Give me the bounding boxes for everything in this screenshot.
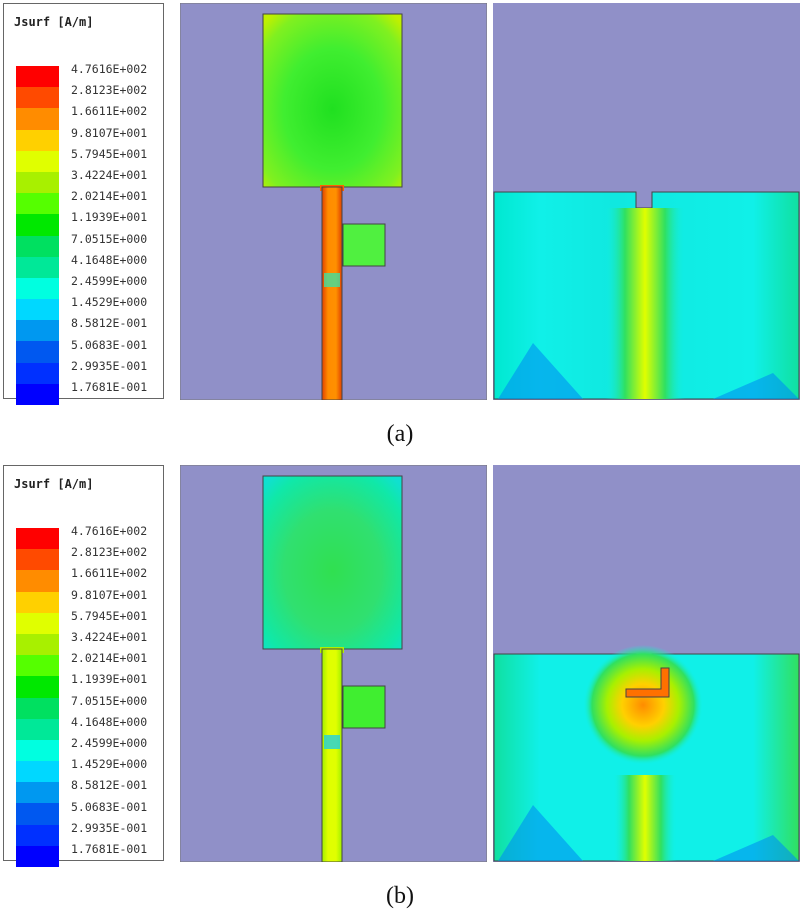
legend-swatch [16, 739, 59, 762]
legend-value: 2.4599E+000 [71, 736, 148, 751]
stub-patch [342, 685, 386, 729]
legend-value: 4.1648E+000 [71, 714, 148, 729]
legend-title: Jsurf [A/m] [14, 15, 94, 29]
legend-value: 1.7681E-001 [71, 380, 148, 395]
legend-swatch [16, 612, 59, 634]
feed-line [321, 648, 343, 862]
legend-value: 1.4529E+000 [71, 757, 148, 772]
legend-swatch [16, 782, 59, 804]
ground-low-current-region [498, 805, 799, 861]
legend-swatch [16, 528, 59, 550]
legend-value: 5.7945E+001 [71, 146, 148, 161]
legend-value: 1.6611E+002 [71, 566, 148, 581]
legend-value: 9.8107E+001 [71, 587, 148, 602]
legend-value: 3.4224E+001 [71, 630, 148, 645]
feed-line [321, 186, 343, 400]
legend-swatch [16, 845, 59, 867]
legend-swatch [16, 761, 59, 783]
legend-swatch [16, 633, 59, 656]
legend-value: 9.8107E+001 [71, 125, 148, 140]
legend-value: 3.4224E+001 [71, 168, 148, 183]
stub-patch [342, 223, 386, 267]
parasitic-l-strip [625, 667, 670, 698]
legend-swatch [16, 341, 59, 363]
back-view-current-plot [493, 465, 800, 862]
legend-swatch [16, 150, 59, 172]
legend-value: 5.0683E-001 [71, 799, 148, 814]
legend-value: 5.0683E-001 [71, 337, 148, 352]
legend-swatch [16, 718, 59, 740]
legend-value: 1.1939E+001 [71, 210, 148, 225]
legend-swatch [16, 171, 59, 194]
legend-swatch [16, 193, 59, 215]
legend-swatch [16, 214, 59, 236]
figure-caption: (b) [386, 883, 414, 909]
legend-swatch [16, 591, 59, 613]
legend-value: 4.1648E+000 [71, 252, 148, 267]
legend-value: 4.7616E+002 [71, 524, 148, 538]
legend-swatch [16, 803, 59, 825]
legend-swatch [16, 320, 59, 342]
feed-line-notch [324, 273, 340, 287]
ground-hotspot [583, 645, 703, 765]
figure-caption: (a) [386, 421, 414, 447]
legend-value: 2.4599E+000 [71, 274, 148, 289]
front-view-current-plot [180, 465, 487, 862]
feed-line-notch [324, 735, 340, 749]
legend-swatch [16, 570, 59, 592]
back-view-current-plot [493, 3, 800, 400]
legend-value: 1.6611E+002 [71, 104, 148, 119]
legend-value: 8.5812E-001 [71, 316, 148, 331]
legend-value: 5.7945E+001 [71, 608, 148, 623]
legend-value: 2.8123E+002 [71, 545, 148, 560]
legend-value: 1.4529E+000 [71, 295, 148, 310]
legend-value: 2.9935E-001 [71, 358, 148, 373]
legend-swatch [16, 87, 59, 109]
legend-value: 1.1939E+001 [71, 672, 148, 687]
legend-value: 2.0214E+001 [71, 651, 148, 666]
ground-current-strip [605, 208, 685, 399]
ground-current-strip [613, 775, 677, 861]
legend-swatch [16, 655, 59, 677]
legend-value: 2.9935E-001 [71, 820, 148, 835]
ground-low-current-region [498, 343, 799, 399]
legend-color-bar [16, 66, 59, 405]
legend-value: 7.0515E+000 [71, 231, 148, 246]
legend-swatch [16, 549, 59, 571]
legend-values: 4.7616E+002 2.8123E+002 1.6611E+002 9.8107E… [71, 59, 147, 398]
legend-color-bar [16, 528, 59, 867]
legend-value: 2.8123E+002 [71, 83, 148, 98]
radiating-patch [262, 475, 403, 650]
legend-title: Jsurf [A/m] [14, 477, 94, 491]
legend-swatch [16, 66, 59, 88]
legend-value: 8.5812E-001 [71, 778, 148, 793]
legend-swatch [16, 108, 59, 130]
legend-values: 4.7616E+002 2.8123E+002 1.6611E+002 9.8107E… [71, 521, 147, 860]
front-view-current-plot [180, 3, 487, 400]
legend-swatch [16, 383, 59, 405]
legend-swatch [16, 824, 59, 846]
legend-swatch [16, 676, 59, 698]
legend-swatch [16, 277, 59, 300]
legend-swatch [16, 299, 59, 321]
legend-swatch [16, 697, 59, 719]
legend-swatch [16, 256, 59, 278]
color-legend: Jsurf [A/m] 4.7616E+002 2.8123E+002 1.6611… [3, 3, 164, 405]
legend-value: 2.0214E+001 [71, 189, 148, 204]
color-legend: Jsurf [A/m] 4.7616E+002 2.8123E+002 1.6611… [3, 465, 164, 867]
legend-swatch [16, 362, 59, 384]
legend-swatch [16, 235, 59, 257]
legend-value: 4.7616E+002 [71, 62, 148, 76]
legend-swatch [16, 129, 59, 151]
radiating-patch [262, 13, 403, 188]
legend-value: 7.0515E+000 [71, 693, 148, 708]
legend-value: 1.7681E-001 [71, 842, 148, 857]
